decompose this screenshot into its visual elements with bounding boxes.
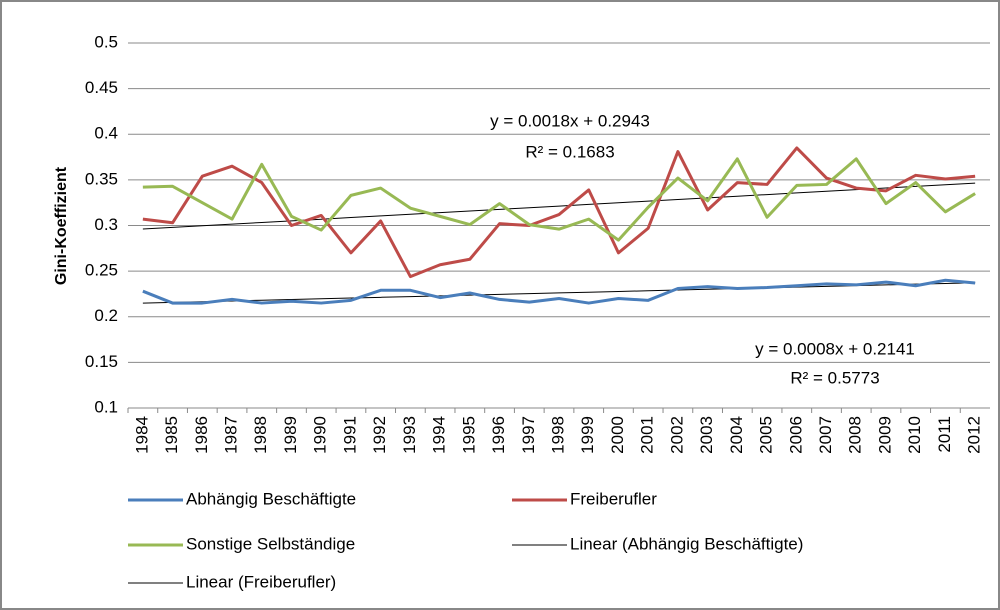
x-tick-label: 2001	[638, 416, 657, 454]
x-tick-label: 1998	[548, 416, 567, 454]
x-tick-label: 1992	[370, 416, 389, 454]
legend-label: Linear (Abhängig Beschäftigte)	[570, 534, 803, 553]
legend-label: Sonstige Selbständige	[186, 534, 355, 553]
x-tick-label: 1997	[519, 416, 538, 454]
y-tick-label: 0.1	[94, 397, 118, 416]
x-tick-label: 1990	[311, 416, 330, 454]
x-tick-label: 1988	[251, 416, 270, 454]
series-line	[142, 146, 976, 279]
x-tick-label: 1991	[340, 416, 359, 454]
x-tick-label: 2003	[697, 416, 716, 454]
y-tick-label: 0.4	[94, 124, 118, 143]
x-tick-label: 2009	[875, 416, 894, 454]
y-tick-label: 0.3	[94, 215, 118, 234]
x-tick-label: 2011	[935, 416, 954, 453]
x-tick-label: 2002	[667, 416, 686, 454]
x-tick-label: 1985	[162, 416, 181, 454]
y-tick-label: 0.5	[94, 32, 118, 51]
x-tick-label: 2005	[757, 416, 776, 454]
y-tick-label: 0.45	[85, 78, 118, 97]
x-tick-label: 2008	[846, 416, 865, 454]
x-tick-label: 1987	[222, 416, 241, 454]
series-line	[142, 157, 976, 242]
annotation: y = 0.0018x + 0.2943	[490, 111, 650, 130]
x-tick-label: 1995	[459, 416, 478, 454]
x-tick-label: 1996	[489, 416, 508, 454]
x-tick-label: 1984	[132, 416, 151, 454]
series-line	[142, 282, 976, 304]
series-line	[142, 182, 976, 230]
x-tick-label: 1999	[578, 416, 597, 454]
x-tick-label: 1986	[192, 416, 211, 454]
annotation: y = 0.0008x + 0.2141	[755, 339, 915, 358]
y-axis-label: Gini-Koeffizient	[53, 166, 70, 285]
x-tick-label: 2010	[905, 416, 924, 454]
x-tick-label: 2004	[727, 416, 746, 454]
x-tick-label: 1993	[400, 416, 419, 454]
x-tick-label: 2000	[608, 416, 627, 454]
y-tick-label: 0.35	[85, 169, 118, 188]
y-tick-label: 0.25	[85, 261, 118, 280]
legend-label: Linear (Freiberufler)	[186, 572, 336, 591]
y-tick-label: 0.15	[85, 352, 118, 371]
y-tick-label: 0.2	[94, 306, 118, 325]
x-tick-label: 2007	[816, 416, 835, 454]
series-line	[142, 278, 976, 305]
x-tick-label: 2006	[786, 416, 805, 454]
x-tick-label: 1989	[281, 416, 300, 454]
legend-label: Abhängig Beschäftigte	[186, 489, 356, 508]
x-tick-label: 2012	[965, 416, 984, 454]
x-tick-label: 1994	[430, 416, 449, 454]
legend-label: Freiberufler	[570, 489, 657, 508]
annotation: R² = 0.1683	[525, 142, 614, 161]
annotation: R² = 0.5773	[790, 368, 879, 387]
